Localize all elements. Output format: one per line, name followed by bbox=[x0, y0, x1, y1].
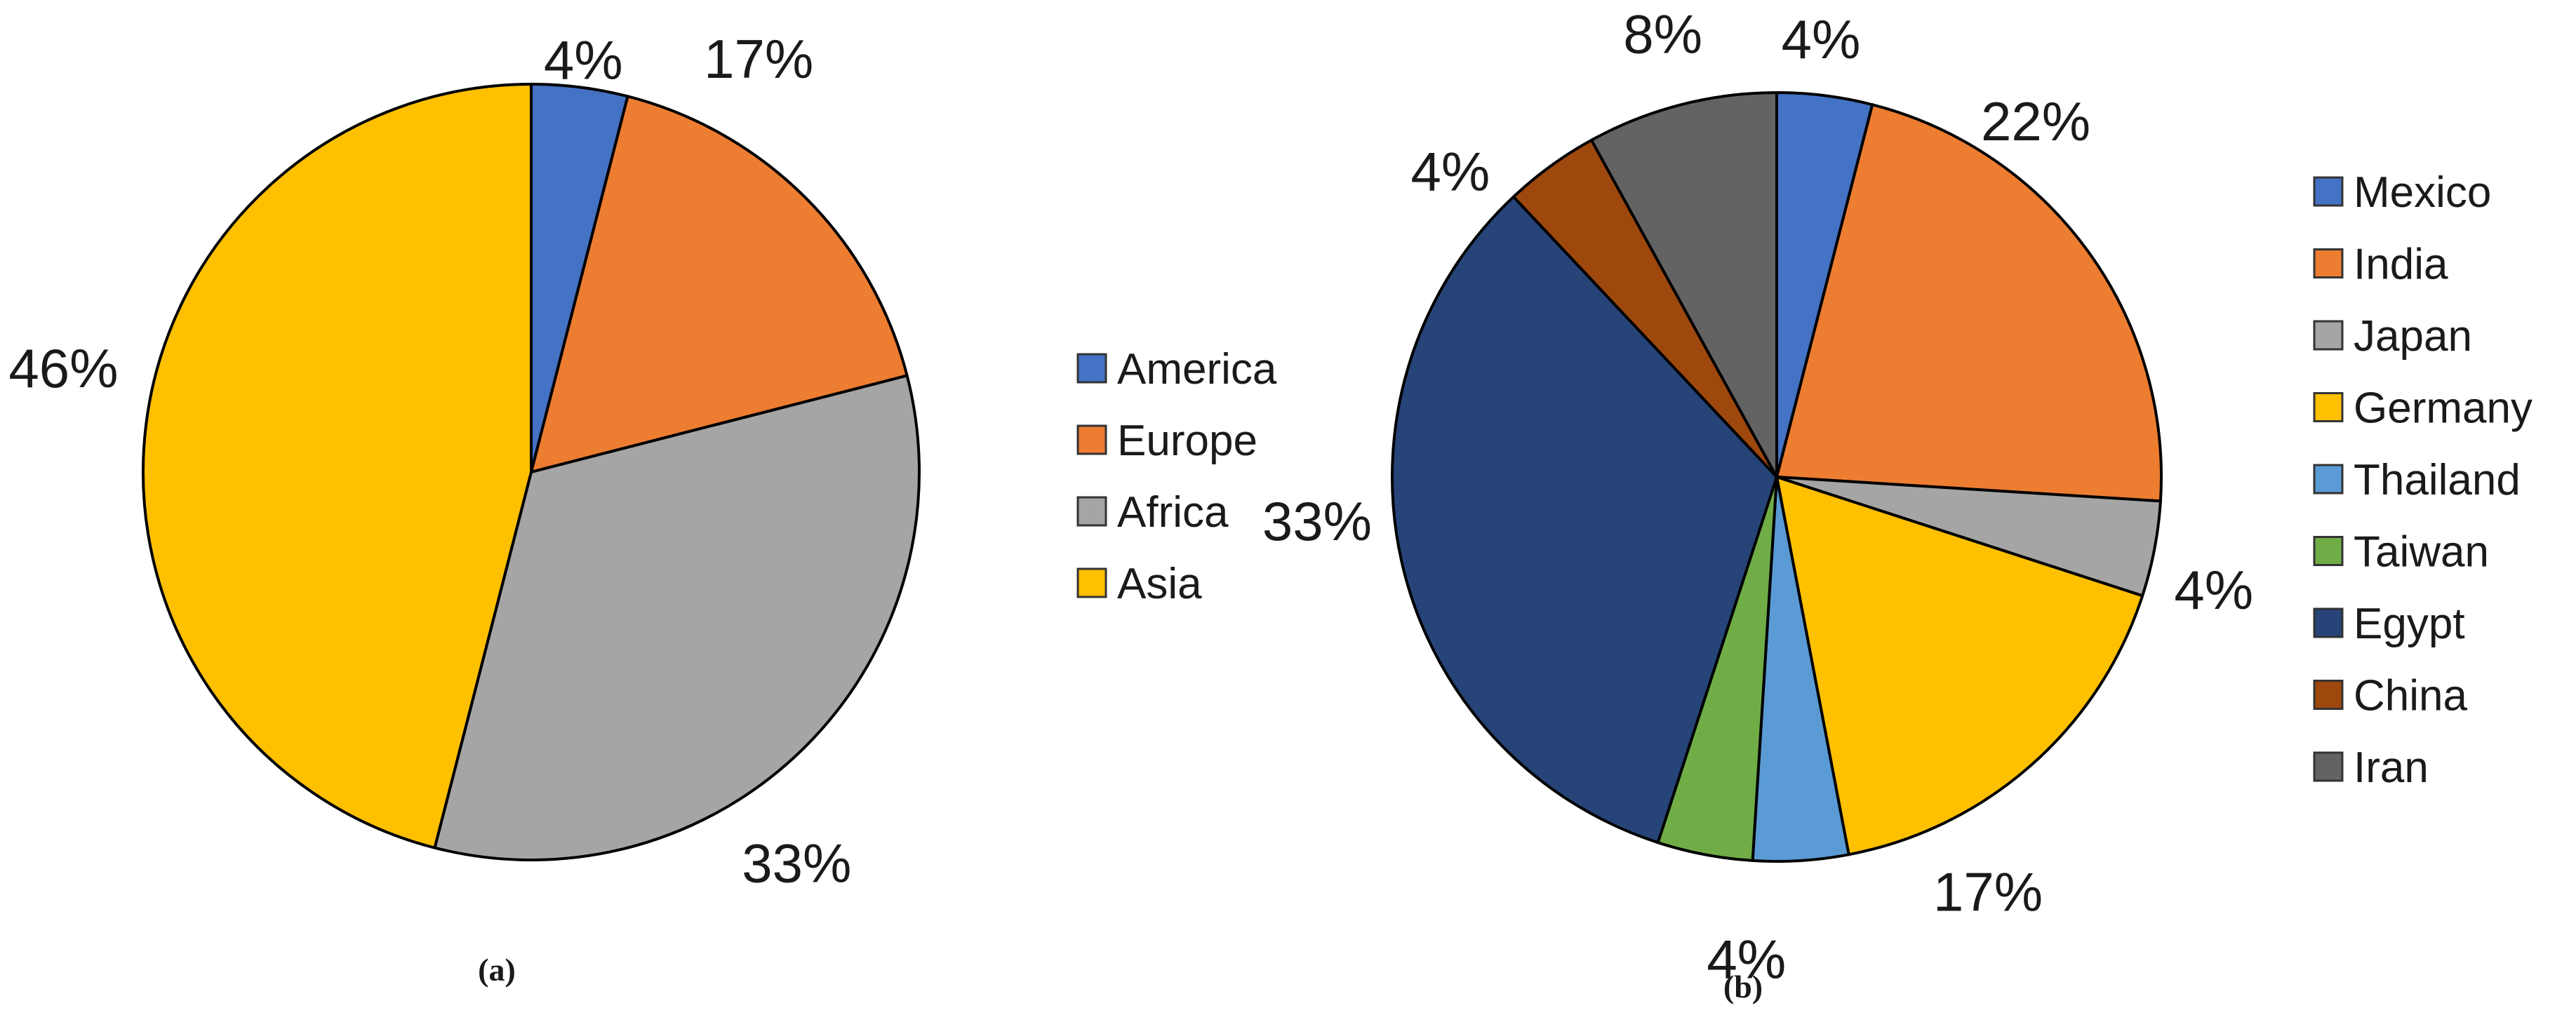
legend-label-germany: Germany bbox=[2354, 384, 2532, 433]
legend-swatch-egypt bbox=[2313, 607, 2344, 638]
legend-swatch-india bbox=[2313, 248, 2344, 278]
legend-item-iran: Iran bbox=[2313, 744, 2429, 792]
pie-b-data-label-india: 22% bbox=[1981, 90, 2090, 152]
legend-item-mexico: Mexico bbox=[2313, 168, 2491, 217]
pie-b-data-label-china: 4% bbox=[1411, 140, 1490, 202]
legend-swatch-america bbox=[1076, 353, 1107, 384]
pie-b-data-label-iran: 8% bbox=[1623, 4, 1702, 65]
pie-b-slice-iran bbox=[1590, 91, 1778, 478]
pie-b-legend: Mexico India Japan Germany Thailand Taiwan Egy… bbox=[2313, 168, 2532, 792]
legend-swatch-taiwan bbox=[2313, 536, 2344, 566]
legend-swatch-thailand bbox=[2313, 464, 2344, 495]
legend-item-japan: Japan bbox=[2313, 312, 2472, 361]
legend-label-mexico: Mexico bbox=[2354, 168, 2491, 217]
legend-swatch-germany bbox=[2313, 392, 2344, 422]
pie-a-data-label-europe: 17% bbox=[704, 28, 813, 90]
pie-chart-b: 4%22%4%17%4%4%33%4%8% MexicoIndiaJapanGe… bbox=[1262, 4, 2532, 1005]
legend-item-europe: Europe bbox=[1076, 417, 1257, 465]
legend-label-america: America bbox=[1117, 345, 1277, 394]
pie-a-slice-asia bbox=[142, 83, 533, 849]
legend-swatch-mexico bbox=[2313, 176, 2344, 207]
legend-label-japan: Japan bbox=[2354, 312, 2472, 361]
pie-b-data-label-germany: 17% bbox=[1933, 861, 2043, 923]
legend-item-taiwan: Taiwan bbox=[2313, 528, 2489, 577]
pie-b-data-label-taiwan: 4% bbox=[1707, 929, 1786, 990]
legend-label-iran: Iran bbox=[2354, 744, 2429, 792]
legend-item-egypt: Egypt bbox=[2313, 600, 2465, 648]
legend-swatch-europe bbox=[1076, 424, 1107, 455]
pie-b-data-label-thailand: 4% bbox=[1707, 929, 1786, 990]
pie-b-slice-germany bbox=[1775, 476, 2144, 856]
legend-label-asia: Asia bbox=[1117, 560, 1202, 608]
legend-label-thailand: Thailand bbox=[2354, 456, 2521, 504]
pie-chart-a: 4% 17% 33% 46% America Europe Africa Asia (a) bbox=[8, 28, 1277, 988]
legend-item-thailand: Thailand bbox=[2313, 456, 2521, 504]
pie-a-slices bbox=[142, 83, 921, 861]
pie-b-slices bbox=[1391, 91, 2163, 863]
legend-item-china: China bbox=[2313, 672, 2468, 720]
legend-label-africa: Africa bbox=[1117, 488, 1229, 537]
legend-label-europe: Europe bbox=[1117, 417, 1257, 465]
pie-b-slice-egypt bbox=[1391, 195, 1778, 845]
legend-label-taiwan: Taiwan bbox=[2354, 528, 2489, 577]
pie-a-slice-africa bbox=[433, 374, 921, 861]
legend-item-america: America bbox=[1076, 345, 1277, 394]
pie-a-data-label-america: 4% bbox=[544, 29, 623, 91]
legend-swatch-asia bbox=[1076, 567, 1107, 598]
pie-b-data-label-egypt: 33% bbox=[1262, 490, 1372, 552]
legend-swatch-japan bbox=[2313, 320, 2344, 351]
pie-b-data-labels: 4%22%4%17%4%4%33%4%8% bbox=[1262, 4, 2253, 990]
pie-a-data-label-asia: 46% bbox=[8, 337, 118, 399]
panel-caption-b: (b) bbox=[1723, 969, 1763, 1004]
legend-item-asia: Asia bbox=[1076, 560, 1202, 608]
pie-a-data-label-africa: 33% bbox=[742, 833, 851, 894]
legend-item-india: India bbox=[2313, 241, 2448, 289]
pie-b-slice-india bbox=[1775, 103, 2163, 503]
legend-item-africa: Africa bbox=[1076, 488, 1229, 537]
legend-swatch-china bbox=[2313, 680, 2344, 710]
pie-a-slice-europe bbox=[530, 95, 909, 473]
legend-swatch-iran bbox=[2313, 751, 2344, 782]
legend-label-egypt: Egypt bbox=[2354, 600, 2465, 648]
pie-a-data-labels: 4% 17% 33% 46% bbox=[8, 28, 851, 894]
legend-swatch-africa bbox=[1076, 496, 1107, 527]
pie-b-data-label-mexico: 4% bbox=[1782, 8, 1861, 70]
pie-b-data-label-japan: 4% bbox=[2174, 559, 2253, 621]
legend-item-germany: Germany bbox=[2313, 384, 2532, 433]
legend-label-china: China bbox=[2354, 672, 2468, 720]
pie-a-legend: America Europe Africa Asia bbox=[1076, 345, 1277, 608]
legend-label-india: India bbox=[2354, 241, 2448, 289]
panel-caption-a: (a) bbox=[478, 952, 516, 988]
